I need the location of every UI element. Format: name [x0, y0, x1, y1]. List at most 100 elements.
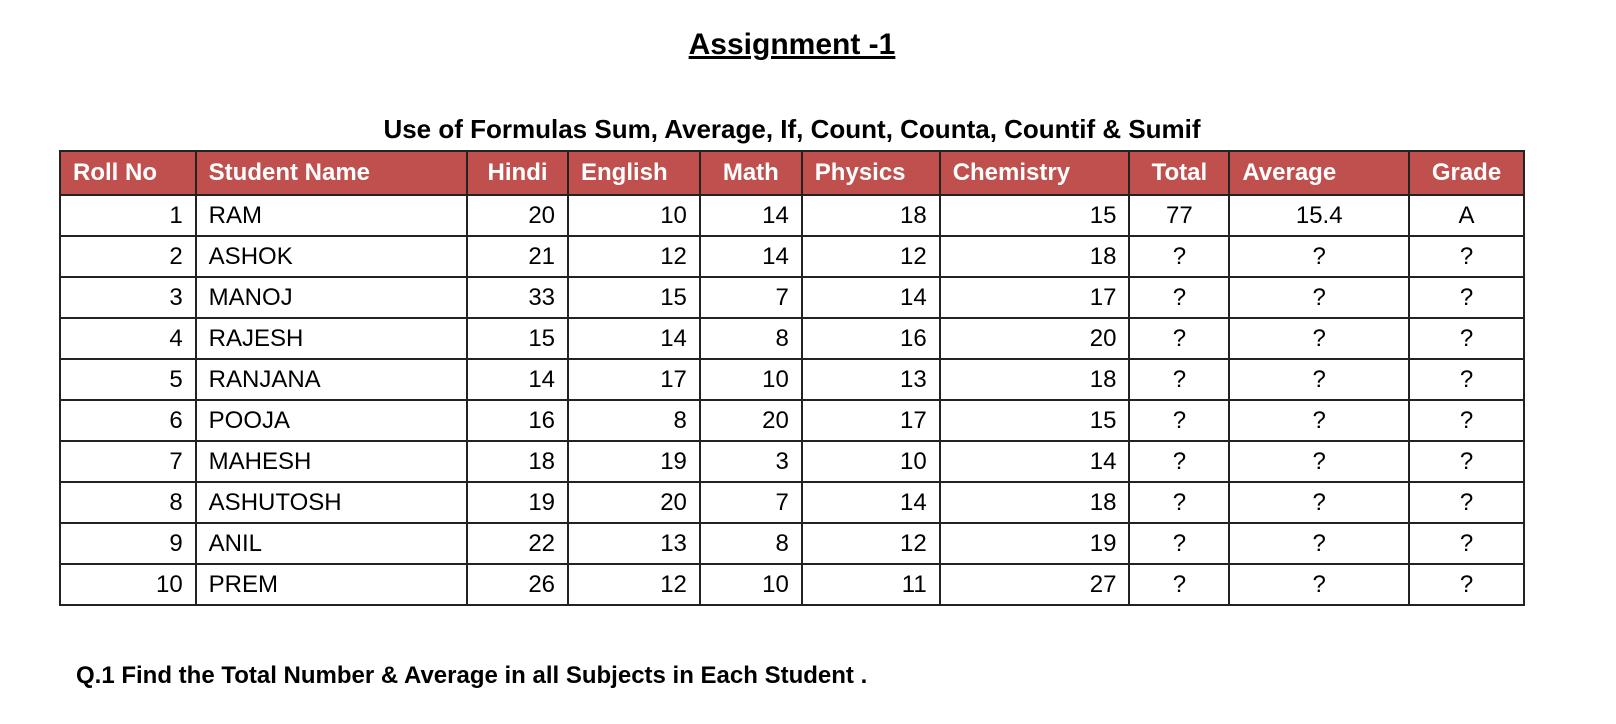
cell-hindi: 15 [466, 317, 570, 360]
cell-total: ? [1128, 235, 1231, 278]
table-row: 2 ASHOK 21 12 14 12 18??? [59, 235, 1525, 278]
cell-hindi: 33 [466, 276, 570, 319]
cell-chemistry: 18 [938, 358, 1131, 401]
cell-physics: 18 [800, 194, 941, 237]
table-row: 10 PREM 26 12 10 11 27??? [59, 563, 1525, 606]
page-subtitle: Use of Formulas Sum, Average, If, Count,… [383, 114, 1201, 144]
cell-math: 14 [698, 194, 803, 237]
cell-math: 8 [698, 522, 803, 565]
cell-grade: ? [1408, 440, 1525, 483]
column-header-roll-no: Roll No [59, 150, 197, 196]
cell-physics: 14 [800, 276, 941, 319]
cell-roll-no: 5 [59, 358, 197, 401]
question-text: Q.1 Find the Total Number & Average in a… [76, 662, 868, 689]
cell-english: 17 [567, 358, 701, 401]
cell-chemistry: 14 [938, 440, 1131, 483]
cell-total: ? [1128, 276, 1231, 319]
cell-hindi: 18 [466, 440, 570, 483]
cell-hindi: 16 [466, 399, 570, 442]
cell-average: ? [1228, 399, 1411, 442]
cell-average: ? [1228, 358, 1411, 401]
cell-math: 7 [698, 481, 803, 524]
cell-physics: 12 [800, 522, 941, 565]
cell-chemistry: 18 [938, 481, 1131, 524]
cell-hindi: 14 [466, 358, 570, 401]
cell-physics: 12 [800, 235, 941, 278]
cell-grade: ? [1408, 522, 1525, 565]
cell-english: 8 [567, 399, 701, 442]
cell-chemistry: 17 [938, 276, 1131, 319]
cell-english: 19 [567, 440, 701, 483]
column-header-math: Math [698, 150, 803, 196]
table-row: 7 MAHESH 18 19 3 10 14??? [59, 440, 1525, 483]
cell-total: ? [1128, 481, 1231, 524]
cell-total: ? [1128, 440, 1231, 483]
cell-roll-no: 1 [59, 194, 197, 237]
cell-english: 12 [567, 235, 701, 278]
cell-chemistry: 19 [938, 522, 1131, 565]
cell-roll-no: 9 [59, 522, 197, 565]
table-row: 6 POOJA 16 8 20 17 15??? [59, 399, 1525, 442]
column-header-physics: Physics [800, 150, 941, 196]
cell-english: 10 [567, 194, 701, 237]
cell-hindi: 22 [466, 522, 570, 565]
cell-physics: 14 [800, 481, 941, 524]
cell-english: 12 [567, 563, 701, 606]
cell-physics: 13 [800, 358, 941, 401]
cell-roll-no: 2 [59, 235, 197, 278]
cell-hindi: 19 [466, 481, 570, 524]
cell-student-name: MAHESH [194, 440, 469, 483]
cell-average: ? [1228, 563, 1411, 606]
cell-math: 14 [698, 235, 803, 278]
cell-total: 77 [1128, 194, 1231, 237]
cell-average: ? [1228, 317, 1411, 360]
cell-math: 10 [698, 563, 803, 606]
cell-average: ? [1228, 481, 1411, 524]
cell-physics: 17 [800, 399, 941, 442]
cell-chemistry: 18 [938, 235, 1131, 278]
cell-grade: ? [1408, 481, 1525, 524]
cell-hindi: 20 [466, 194, 570, 237]
column-header-total: Total [1128, 150, 1231, 196]
cell-grade: ? [1408, 235, 1525, 278]
cell-student-name: MANOJ [194, 276, 469, 319]
column-header-student-name: Student Name [194, 150, 469, 196]
cell-math: 7 [698, 276, 803, 319]
table-row: 9 ANIL 22 13 8 12 19??? [59, 522, 1525, 565]
table-row: 4 RAJESH 15 14 8 16 20??? [59, 317, 1525, 360]
cell-student-name: PREM [194, 563, 469, 606]
cell-average: ? [1228, 276, 1411, 319]
cell-grade: ? [1408, 399, 1525, 442]
cell-chemistry: 15 [938, 194, 1131, 237]
cell-student-name: ASHOK [194, 235, 469, 278]
cell-english: 15 [567, 276, 701, 319]
table-row: 5 RANJANA 14 17 10 13 18??? [59, 358, 1525, 401]
cell-student-name: RAJESH [194, 317, 469, 360]
cell-roll-no: 6 [59, 399, 197, 442]
table-row: 8 ASHUTOSH 19 20 7 14 18??? [59, 481, 1525, 524]
cell-english: 13 [567, 522, 701, 565]
cell-grade: ? [1408, 358, 1525, 401]
cell-average: 15.4 [1228, 194, 1411, 237]
cell-english: 20 [567, 481, 701, 524]
cell-roll-no: 8 [59, 481, 197, 524]
cell-average: ? [1228, 522, 1411, 565]
column-header-chemistry: Chemistry [938, 150, 1131, 196]
cell-student-name: ANIL [194, 522, 469, 565]
cell-english: 14 [567, 317, 701, 360]
cell-physics: 16 [800, 317, 941, 360]
cell-roll-no: 3 [59, 276, 197, 319]
table-row: 1 RAM 20 10 14 18 15 77 15.4 A [59, 194, 1525, 237]
cell-total: ? [1128, 358, 1231, 401]
cell-roll-no: 10 [59, 563, 197, 606]
cell-math: 3 [698, 440, 803, 483]
header-row: Roll No Student Name Hindi English Math Physi… [59, 150, 1525, 196]
marks-table: Roll No Student Name Hindi English Math Physi… [59, 150, 1525, 606]
cell-math: 10 [698, 358, 803, 401]
column-header-average: Average [1228, 150, 1411, 196]
table-row: 3 MANOJ 33 15 7 14 17??? [59, 276, 1525, 319]
cell-student-name: RANJANA [194, 358, 469, 401]
cell-grade: ? [1408, 317, 1525, 360]
cell-total: ? [1128, 563, 1231, 606]
cell-student-name: RAM [194, 194, 469, 237]
